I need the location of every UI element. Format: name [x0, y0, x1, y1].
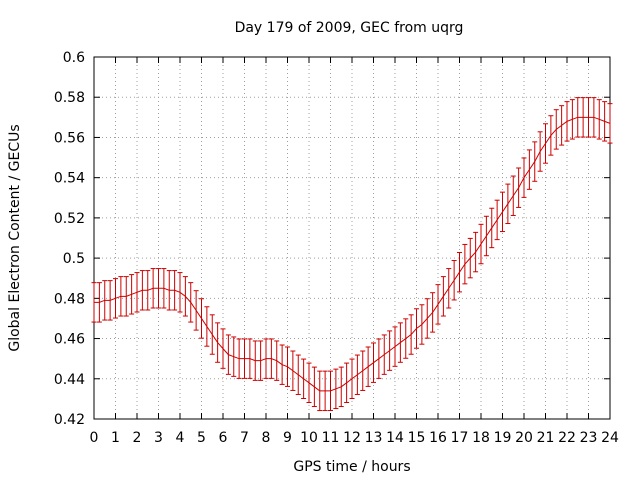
- x-tick-label: 17: [451, 430, 469, 446]
- x-tick-label: 15: [408, 430, 426, 446]
- x-tick-label: 1: [111, 430, 120, 446]
- y-tick-labels: 0.42 0.44 0.46 0.48 0.5 0.52 0.54 0.56 0.58 0.6: [54, 50, 85, 428]
- x-tick-label: 22: [558, 430, 576, 446]
- x-tick-label: 14: [386, 430, 404, 446]
- x-tick-label: 23: [580, 430, 598, 446]
- x-tick-label: 7: [240, 430, 249, 446]
- y-tick-label: 0.52: [54, 211, 85, 227]
- series-line-gec: [94, 116, 611, 392]
- y-tick-label: 0.44: [54, 372, 85, 388]
- x-axis-label: GPS time / hours: [293, 459, 410, 475]
- y-tick-label: 0.54: [54, 171, 85, 187]
- y-tick-label: 0.56: [54, 130, 85, 146]
- y-tick-label: 0.46: [54, 332, 85, 348]
- x-tick-label: 8: [262, 430, 271, 446]
- x-tick-labels: 0 1 2 3 4 5 6 7 8 9 10 11 12 13 14 15 16 17 18 19 20 21 22 23 24: [90, 430, 619, 446]
- chart-title: Day 179 of 2009, GEC from uqrg: [235, 20, 464, 36]
- y-tick-label: 0.58: [54, 90, 85, 106]
- x-tick-label: 0: [90, 430, 99, 446]
- x-tick-label: 13: [365, 430, 383, 446]
- x-tick-label: 20: [515, 430, 533, 446]
- y-tick-label: 0.48: [54, 291, 85, 307]
- x-tick-label: 24: [601, 430, 619, 446]
- y-tick-label: 0.5: [63, 251, 85, 267]
- x-tick-label: 5: [197, 430, 206, 446]
- y-axis-label: Global Electron Content / GECUs: [7, 124, 23, 351]
- x-tick-label: 9: [283, 430, 292, 446]
- x-tick-label: 19: [494, 430, 512, 446]
- x-tick-label: 12: [343, 430, 361, 446]
- x-tick-label: 16: [429, 430, 447, 446]
- axis-ticks: [93, 56, 611, 420]
- x-tick-label: 11: [322, 430, 340, 446]
- x-tick-label: 4: [176, 430, 185, 446]
- y-tick-label: 0.6: [63, 50, 85, 66]
- x-tick-label: 2: [133, 430, 142, 446]
- x-tick-label: 21: [537, 430, 555, 446]
- x-tick-label: 6: [219, 430, 228, 446]
- error-bars: [91, 97, 613, 412]
- y-tick-label: 0.42: [54, 412, 85, 428]
- x-tick-label: 10: [300, 430, 318, 446]
- grid-lines: [94, 57, 610, 419]
- x-tick-label: 3: [154, 430, 163, 446]
- x-tick-label: 18: [472, 430, 490, 446]
